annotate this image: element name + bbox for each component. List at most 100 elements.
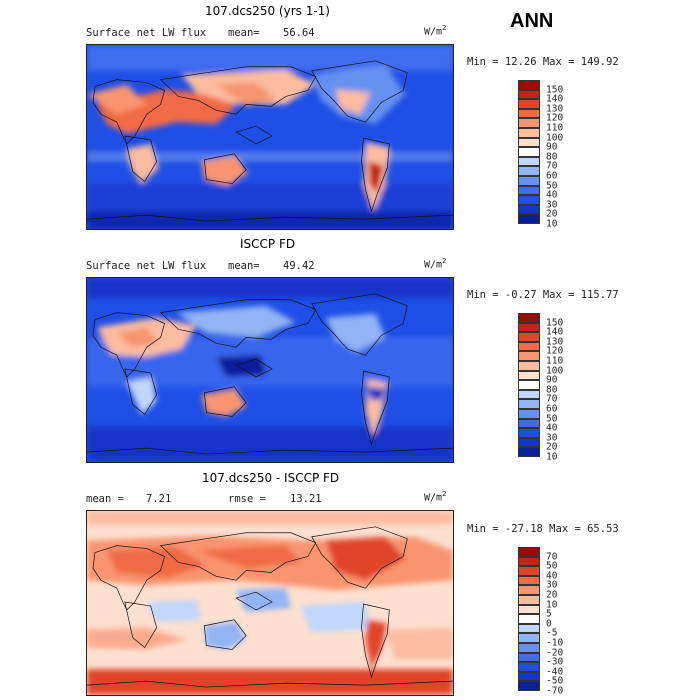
colorbar-cell	[518, 341, 540, 352]
panel-3-rmse-label: rmse =	[228, 493, 266, 505]
colorbar-cell	[518, 594, 540, 605]
colorbar-tick-label: -10	[546, 637, 564, 649]
panel-1-colorbar	[518, 80, 540, 224]
panel-3-title: 107.dcs250 - ISCCP FD	[202, 471, 340, 485]
colorbar-tick-label: 20	[546, 441, 558, 453]
panel-1-mean-value: 56.64	[283, 27, 315, 39]
colorbar-tick-label: 50	[546, 413, 558, 425]
colorbar-tick-label: 30	[546, 199, 558, 211]
colorbar-tick-label: 60	[546, 170, 558, 182]
panel-2-minmax: Min = -0.27 Max = 115.77	[467, 289, 619, 301]
panel-2-title: ISCCP FD	[240, 237, 296, 251]
colorbar-cell	[518, 185, 540, 196]
colorbar-tick-label: 120	[546, 112, 564, 124]
colorbar-cell	[518, 652, 540, 663]
colorbar-cell	[518, 547, 540, 557]
colorbar-tick-label: 90	[546, 374, 558, 386]
colorbar-cell	[518, 437, 540, 448]
colorbar-cell	[518, 89, 540, 100]
panel-2-mean-label: mean=	[228, 260, 260, 272]
colorbar-cell	[518, 118, 540, 128]
colorbar-cell	[518, 389, 540, 400]
colorbar-tick-label: 140	[546, 326, 564, 338]
colorbar-cell	[518, 175, 540, 186]
colorbar-cell	[518, 370, 540, 381]
colorbar-cell	[518, 556, 540, 567]
panel-3-map	[86, 510, 454, 696]
colorbar-tick-label: 10	[546, 451, 558, 463]
colorbar-cell	[518, 80, 540, 90]
colorbar-tick-label: 90	[546, 141, 558, 153]
colorbar-tick-label: 50	[546, 560, 558, 572]
colorbar-tick-label: -50	[546, 675, 564, 687]
colorbar-cell	[518, 575, 540, 586]
season-label: ANN	[510, 10, 554, 32]
colorbar-cell	[518, 623, 540, 634]
colorbar-tick-label: 40	[546, 570, 558, 582]
colorbar-tick-label: 70	[546, 160, 558, 172]
colorbar-cell	[518, 137, 540, 148]
colorbar-tick-label: -40	[546, 666, 564, 678]
panel-2-map	[86, 277, 454, 463]
colorbar-tick-label: 30	[546, 432, 558, 444]
colorbar-tick-label: 120	[546, 345, 564, 357]
colorbar-tick-label: -70	[546, 685, 564, 697]
colorbar-cell	[518, 214, 540, 224]
colorbar-tick-label: 130	[546, 103, 564, 115]
colorbar-tick-label: 100	[546, 365, 564, 377]
colorbar-cell	[518, 156, 540, 167]
colorbar-tick-label: 10	[546, 599, 558, 611]
colorbar-tick-label: 20	[546, 589, 558, 601]
panel-2-units: W/m2	[424, 257, 447, 271]
colorbar-tick-label: 40	[546, 422, 558, 434]
panel-1-map-svg	[87, 45, 453, 229]
colorbar-tick-label: 10	[546, 218, 558, 230]
colorbar-tick-label: 110	[546, 122, 564, 134]
colorbar-tick-label: 80	[546, 151, 558, 163]
colorbar-tick-label: -5	[546, 627, 558, 639]
colorbar-cell	[518, 633, 540, 643]
colorbar-cell	[518, 351, 540, 361]
colorbar-cell	[518, 195, 540, 205]
colorbar-cell	[518, 566, 540, 576]
colorbar-tick-label: 50	[546, 180, 558, 192]
colorbar-cell	[518, 99, 540, 109]
colorbar-tick-label: 0	[546, 618, 552, 630]
colorbar-tick-label: 140	[546, 93, 564, 105]
panel-2-colorbar	[518, 313, 540, 457]
colorbar-tick-label: 70	[546, 393, 558, 405]
colorbar-cell	[518, 147, 540, 157]
panel-1-mean-label: mean=	[228, 27, 260, 39]
colorbar-cell	[518, 418, 540, 429]
panel-3-colorbar	[518, 547, 540, 691]
colorbar-tick-label: 150	[546, 84, 564, 96]
panel-2-map-svg	[87, 278, 453, 462]
panel-3-mean-label: mean =	[86, 493, 124, 505]
panel-3-minmax: Min = -27.18 Max = 65.53	[467, 523, 619, 535]
colorbar-tick-label: 40	[546, 189, 558, 201]
panel-3-map-svg	[87, 511, 453, 695]
colorbar-cell	[518, 108, 540, 119]
colorbar-cell	[518, 380, 540, 390]
panel-1-title: 107.dcs250 (yrs 1-1)	[205, 4, 330, 18]
colorbar-tick-label: 150	[546, 317, 564, 329]
colorbar-tick-label: 30	[546, 579, 558, 591]
colorbar-cell	[518, 322, 540, 333]
panel-3-mean-value: 7.21	[146, 493, 172, 505]
panel-1-map	[86, 44, 454, 230]
colorbar-cell	[518, 671, 540, 682]
colorbar-cell	[518, 662, 540, 672]
colorbar-cell	[518, 604, 540, 615]
panel-1-field-label: Surface net LW flux	[86, 27, 207, 39]
colorbar-cell	[518, 332, 540, 342]
colorbar-cell	[518, 360, 540, 371]
colorbar-cell	[518, 681, 540, 691]
colorbar-cell	[518, 447, 540, 457]
panel-3-rmse-value: 13.21	[290, 493, 322, 505]
colorbar-cell	[518, 614, 540, 624]
colorbar-tick-label: 130	[546, 336, 564, 348]
colorbar-tick-label: -30	[546, 656, 564, 668]
colorbar-tick-label: 70	[546, 551, 558, 563]
colorbar-tick-label: 80	[546, 384, 558, 396]
colorbar-tick-label: -20	[546, 647, 564, 659]
